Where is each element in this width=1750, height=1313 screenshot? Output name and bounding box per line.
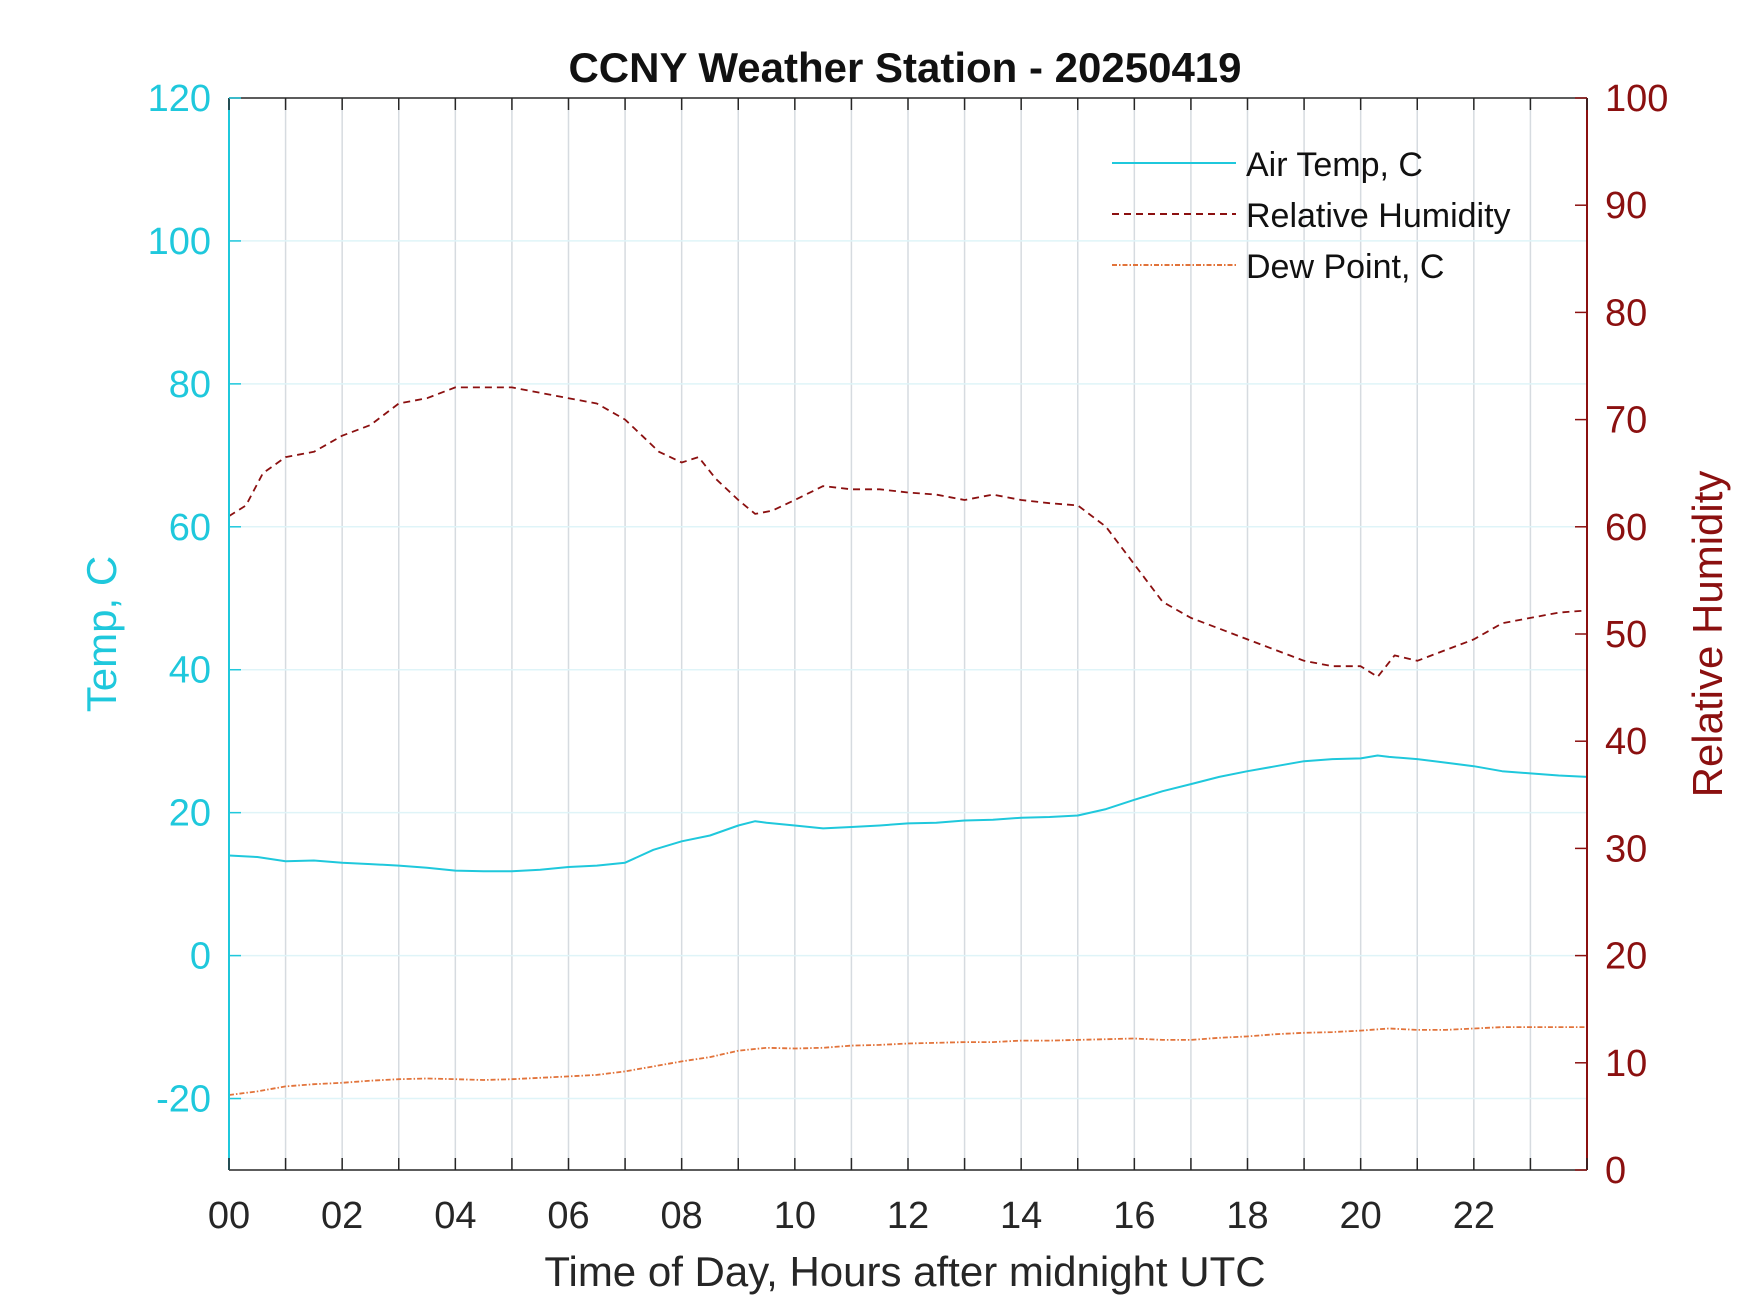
y-left-tick-label: -20 [156,1079,211,1121]
legend-label-relative-humidity: Relative Humidity [1246,197,1511,235]
x-tick-label: 02 [321,1195,363,1237]
legend-item-air-temp: Air Temp, C [1112,146,1423,184]
y-left-tick-label: 80 [169,364,211,406]
y-right-tick-label: 40 [1605,721,1647,763]
x-tick-label: 08 [661,1195,703,1237]
legend-item-dew-point: Dew Point, C [1112,248,1444,286]
series-line-2 [228,1026,1587,1096]
legend-label-air-temp: Air Temp, C [1246,146,1423,184]
y-right-tick-label: 10 [1605,1043,1647,1085]
legend-item-relative-humidity: Relative Humidity [1112,197,1511,235]
x-tick-label: 20 [1340,1195,1382,1237]
y-left-tick-label: 60 [169,507,211,549]
x-tick-label: 04 [434,1195,476,1237]
chart-title: CCNY Weather Station - 20250419 [568,44,1241,91]
y-left-tick-label: 20 [169,793,211,835]
y-left-tick-label: 120 [148,78,211,120]
y-axis-right-title: Relative Humidity [1684,471,1731,798]
x-tick-label: 18 [1226,1195,1268,1237]
y-right-tick-label: 60 [1605,507,1647,549]
y-right-tick-label: 20 [1605,936,1647,978]
y-left-tick-label: 100 [148,221,211,263]
x-tick-label: 12 [887,1195,929,1237]
x-tick-label: 14 [1000,1195,1042,1237]
series-line-0 [228,754,1588,873]
legend-label-dew-point: Dew Point, C [1246,248,1444,286]
grid-layer [229,98,1587,1170]
y-right-tick-label: 30 [1605,828,1647,870]
y-left-tick-label: 0 [190,936,211,978]
y-right-tick-label: 100 [1605,78,1668,120]
series-line-1 [228,386,1588,678]
x-axis-title: Time of Day, Hours after midnight UTC [544,1248,1265,1295]
x-tick-label: 06 [547,1195,589,1237]
series-layer [228,386,1588,1096]
y-right-tick-label: 70 [1605,400,1647,442]
y-axis-left-title: Temp, C [78,556,125,712]
y-right-tick-label: 50 [1605,614,1647,656]
y-right-tick-label: 0 [1605,1150,1626,1192]
ticks-layer: 00 02 04 06 08 10 12 14 16 18 20 22-200204060801001… [148,78,1669,1237]
x-tick-label: 16 [1113,1195,1155,1237]
y-right-tick-label: 90 [1605,185,1647,227]
y-left-tick-label: 40 [169,650,211,692]
legend: Air Temp, C Relative Humidity Dew Point,… [1112,146,1511,286]
x-tick-label: 22 [1453,1195,1495,1237]
x-tick-label: 10 [774,1195,816,1237]
x-tick-label: 00 [208,1195,250,1237]
y-right-tick-label: 80 [1605,292,1647,334]
